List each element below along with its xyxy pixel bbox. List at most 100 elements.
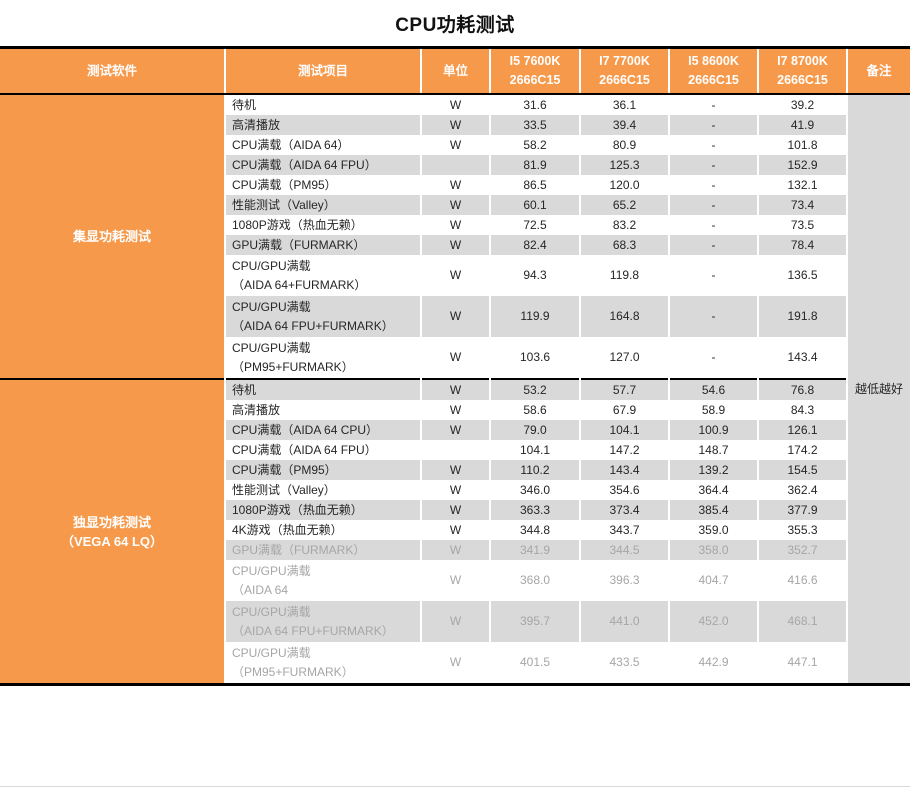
value-cell: -	[669, 296, 759, 337]
table-row: CPU/GPU满载 （AIDA 64+FURMARK） W 94.3 119.8-136…	[0, 255, 910, 296]
test-item-cell: GPU满载（FURMARK）	[225, 235, 422, 255]
value-cell: 346.0	[490, 480, 581, 500]
test-item-cell: CPU满载（AIDA 64）	[225, 135, 422, 155]
remark-cell: 越低越好	[847, 94, 910, 685]
unit-cell: W	[421, 195, 491, 215]
value-cell: 103.6	[490, 337, 581, 379]
value-cell: 344.5	[580, 540, 670, 560]
value-cell: 60.1	[490, 195, 581, 215]
value-cell: 343.7	[580, 520, 670, 540]
value-cell: 58.9	[669, 400, 759, 420]
page-title: CPU功耗测试	[395, 14, 515, 36]
header-cell-cpu-i5-8600k: I5 8600K 2666C15	[669, 47, 759, 95]
value-cell: 119.8	[580, 255, 670, 296]
value-cell: -	[669, 135, 759, 155]
table-row: GPU满载（FURMARK） W 341.9 344.5 358.0 352.7	[0, 540, 910, 560]
value-cell: 78.4	[758, 235, 848, 255]
section-label-cell: 集显功耗测试	[0, 94, 226, 379]
table-header: 测试软件 测试项目 单位 I5 7600K 2666C15 I7 7700K 2…	[0, 47, 910, 95]
value-cell: 119.9	[490, 296, 581, 337]
value-cell: 39.4	[580, 115, 670, 135]
test-item-cell: 待机	[225, 378, 422, 400]
value-cell: 41.9	[758, 115, 848, 135]
value-cell: 341.9	[490, 540, 581, 560]
value-cell: 127.0	[580, 337, 670, 379]
test-item-cell: CPU满载（AIDA 64 FPU）	[225, 155, 422, 175]
test-item-cell: CPU满载（AIDA 64 CPU）	[225, 420, 422, 440]
header-cell-cpu-i5-7600k: I5 7600K 2666C15	[490, 47, 581, 95]
test-item-cell: CPU满载（PM95）	[225, 175, 422, 195]
value-cell: 39.2	[758, 94, 848, 115]
table-row: GPU满载（FURMARK） W 82.4 68.3-78.4	[0, 235, 910, 255]
value-cell: -	[669, 215, 759, 235]
unit-cell: W	[421, 337, 491, 379]
header-label: 单位	[442, 63, 468, 78]
test-item-cell: CPU/GPU满载 （AIDA 64 FPU+FURMARK）	[225, 296, 422, 337]
unit-cell: W	[421, 115, 491, 135]
value-cell: -	[669, 195, 759, 215]
cpu-model-label: I5 8600K	[688, 54, 739, 68]
table-row: CPU满载（AIDA 64） W 58.2 80.9-101.8	[0, 135, 910, 155]
value-cell: 65.2	[580, 195, 670, 215]
table-row: 性能测试（Valley） W 346.0 354.6 364.4 362.4	[0, 480, 910, 500]
test-item-cell: CPU/GPU满载 （AIDA 64	[225, 560, 422, 601]
cpu-model-label: I5 7600K	[509, 54, 561, 68]
test-item-cell: CPU/GPU满载 （AIDA 64 FPU+FURMARK）	[225, 601, 422, 642]
value-cell: 377.9	[758, 500, 848, 520]
table-row: CPU/GPU满载 （PM95+FURMARK） W 103.6 127.0-143.4	[0, 337, 910, 379]
table-row: 集显功耗测试 待机 W 31.6 36.1-39.2 越低越好	[0, 94, 910, 685]
header-cell-cpu-i7-7700k: I7 7700K 2666C15	[580, 47, 670, 95]
value-cell: 79.0	[490, 420, 581, 440]
unit-cell: W	[421, 94, 491, 115]
unit-cell: W	[421, 400, 491, 420]
header-label: 备注	[866, 63, 892, 78]
value-cell: -	[669, 337, 759, 379]
header-cell-remark: 备注	[847, 47, 910, 95]
unit-cell	[421, 155, 491, 175]
value-cell: 396.3	[580, 560, 670, 601]
value-cell: 100.9	[669, 420, 759, 440]
value-cell: 362.4	[758, 480, 848, 500]
value-cell: 148.7	[669, 440, 759, 460]
value-cell: 164.8	[580, 296, 670, 337]
unit-cell: W	[421, 520, 491, 540]
value-cell: 354.6	[580, 480, 670, 500]
value-cell: 57.7	[580, 378, 670, 400]
value-cell: 76.8	[758, 378, 848, 400]
value-cell: 352.7	[758, 540, 848, 560]
header-cell-unit: 单位	[421, 47, 491, 95]
value-cell: 416.6	[758, 560, 848, 601]
cpu-memory-label: 2666C15	[777, 73, 828, 87]
table-row: CPU/GPU满载 （PM95+FURMARK） W 401.5 433.5 442.9 4…	[0, 642, 910, 685]
value-cell: 94.3	[490, 255, 581, 296]
header-cell-item: 测试项目	[225, 47, 422, 95]
value-cell: 81.9	[490, 155, 581, 175]
value-cell: 363.3	[490, 500, 581, 520]
value-cell: 33.5	[490, 115, 581, 135]
unit-cell: W	[421, 255, 491, 296]
unit-cell: W	[421, 296, 491, 337]
unit-cell: W	[421, 642, 491, 685]
value-cell: 80.9	[580, 135, 670, 155]
value-cell: 72.5	[490, 215, 581, 235]
cpu-memory-label: 2666C15	[599, 73, 650, 87]
unit-cell: W	[421, 500, 491, 520]
test-item-cell: CPU/GPU满载 （AIDA 64+FURMARK）	[225, 255, 422, 296]
value-cell: 58.2	[490, 135, 581, 155]
value-cell: 147.2	[580, 440, 670, 460]
value-cell: 152.9	[758, 155, 848, 175]
table-row: CPU/GPU满载 （AIDA 64 FPU+FURMARK） W 395.7 441.…	[0, 601, 910, 642]
unit-cell: W	[421, 215, 491, 235]
unit-cell: W	[421, 378, 491, 400]
table-body: 集显功耗测试 待机 W 31.6 36.1-39.2 越低越好 高清播放 W 33.5 39.4-…	[0, 94, 910, 685]
power-test-table: 测试软件 测试项目 单位 I5 7600K 2666C15 I7 7700K 2…	[0, 46, 910, 686]
value-cell: 31.6	[490, 94, 581, 115]
value-cell: 191.8	[758, 296, 848, 337]
table-row: 高清播放 W 58.6 67.9 58.9 84.3	[0, 400, 910, 420]
table-row: CPU/GPU满载 （AIDA 64 W 368.0 396.3 404.7 416.6	[0, 560, 910, 601]
unit-cell: W	[421, 135, 491, 155]
unit-cell: W	[421, 175, 491, 195]
value-cell: 154.5	[758, 460, 848, 480]
value-cell: 125.3	[580, 155, 670, 175]
